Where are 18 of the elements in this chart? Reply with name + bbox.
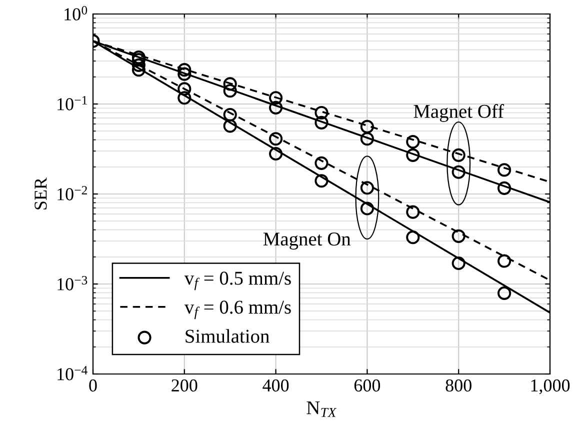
x-axis-title: N$_{TX}$: [306, 401, 337, 417]
y-tick-label: 10$^{−4}$: [58, 366, 88, 380]
x-tick-label: 0: [89, 379, 97, 392]
annotation: Magnet On: [263, 232, 351, 250]
legend-label: v$_{f}$ = 0.5 mm/s: [184, 272, 291, 290]
x-tick-label: 200: [172, 379, 198, 392]
x-tick-label: 800: [446, 379, 472, 392]
legend-label: Simulation: [186, 329, 270, 343]
legend-label: v$_{f}$ = 0.6 mm/s: [184, 300, 291, 320]
y-tick-label: 10$^{−2}$: [58, 186, 87, 200]
y-tick-label: 10$^{−3}$: [58, 276, 88, 290]
y-axis-title: SER: [34, 177, 47, 210]
x-tick-label: 400: [262, 379, 289, 392]
x-tick-label: 600: [354, 379, 380, 392]
y-tick-label: 10$^{0}$: [64, 6, 88, 20]
y-tick-label: 10$^{−1}$: [58, 96, 87, 110]
annotation: Magnet Off: [414, 104, 504, 122]
x-tick-label: 1,000: [531, 379, 570, 394]
